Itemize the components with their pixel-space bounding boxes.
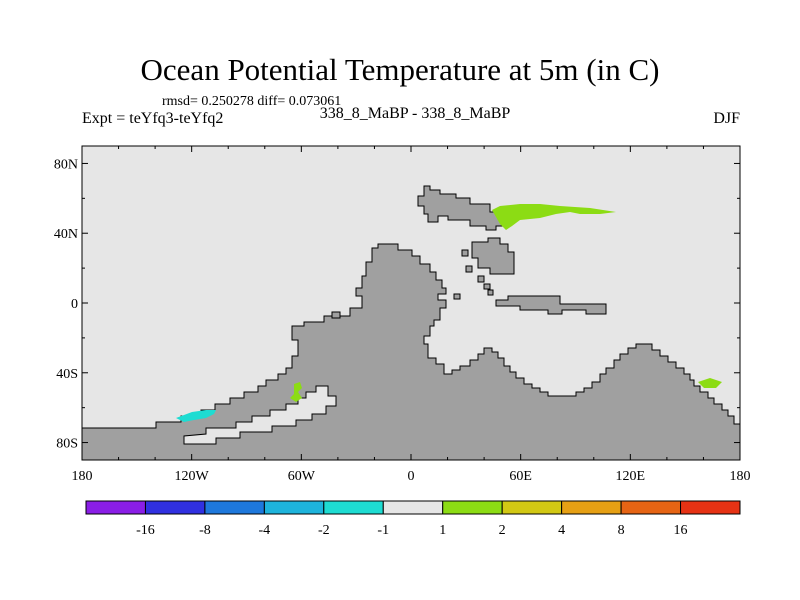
anomaly-patch-north (492, 204, 616, 230)
island (487, 289, 494, 296)
y-tick-label: 0 (71, 297, 78, 312)
colorbar-label: 4 (558, 523, 565, 538)
x-tick-label: 60E (509, 469, 532, 484)
period-label: 338_8_MaBP - 338_8_MaBP (319, 105, 511, 122)
island (483, 283, 491, 290)
colorbar-swatch (85, 500, 146, 515)
colorbar-swatch (501, 500, 563, 515)
x-tick-label: 0 (408, 469, 415, 484)
rmsd-diff-stats: rmsd= 0.250278 diff= 0.073061 (162, 94, 342, 109)
east-peninsula-landmass (495, 295, 607, 315)
y-tick-label: 40N (54, 227, 78, 242)
colorbar-swatch (382, 500, 444, 515)
anomaly-patch-drake (290, 382, 302, 402)
x-tick-label: 60W (288, 469, 316, 484)
y-tick-label: 40S (56, 367, 78, 382)
chart-title: Ocean Potential Temperature at 5m (in C) (140, 52, 660, 87)
colorbar-swatch (323, 500, 384, 515)
eurasia-landmass (417, 185, 511, 231)
anomaly-patch-cool (176, 410, 216, 422)
y-tick-label: 80S (56, 437, 78, 452)
colorbar-swatch (561, 500, 622, 515)
colorbar-label: -8 (199, 523, 211, 538)
island (477, 275, 485, 283)
colorbar: -16 -8 -4 -2 -1 1 2 4 8 16 (85, 500, 741, 538)
southern-landmass (81, 243, 741, 461)
anomaly-patches (176, 204, 722, 422)
island (461, 249, 469, 257)
colorbar-swatch (263, 500, 325, 515)
x-tick-label: 180 (730, 469, 751, 484)
anomaly-patch-east (698, 378, 722, 388)
colorbar-swatch (680, 500, 741, 515)
colorbar-label: -4 (259, 523, 271, 538)
season-label: DJF (713, 110, 740, 127)
colorbar-label: -1 (377, 523, 389, 538)
colorbar-label: 8 (618, 523, 625, 538)
colorbar-label: 1 (439, 523, 446, 538)
colorbar-label: 2 (499, 523, 506, 538)
colorbar-label: 16 (674, 523, 688, 538)
y-tick-label: 80N (54, 157, 78, 172)
x-tick-label: 120W (175, 469, 210, 484)
asia-landmass (471, 237, 515, 275)
x-axis: 180 120W 60W 0 60E 120E 180 (72, 146, 751, 484)
colorbar-swatch (442, 500, 503, 515)
colorbar-swatch (144, 500, 206, 515)
colorbar-label: -2 (318, 523, 330, 538)
x-tick-label: 120E (616, 469, 646, 484)
colorbar-swatch (204, 500, 265, 515)
land-mask (81, 185, 741, 461)
colorbar-swatch (620, 500, 682, 515)
island (465, 265, 473, 273)
island (453, 293, 461, 300)
experiment-label: Expt = teYfq3-teYfq2 (82, 110, 224, 127)
x-tick-label: 180 (72, 469, 93, 484)
colorbar-label: -16 (136, 523, 155, 538)
y-axis: 80N 40N 0 40S 80S (54, 157, 740, 452)
island (331, 311, 341, 319)
